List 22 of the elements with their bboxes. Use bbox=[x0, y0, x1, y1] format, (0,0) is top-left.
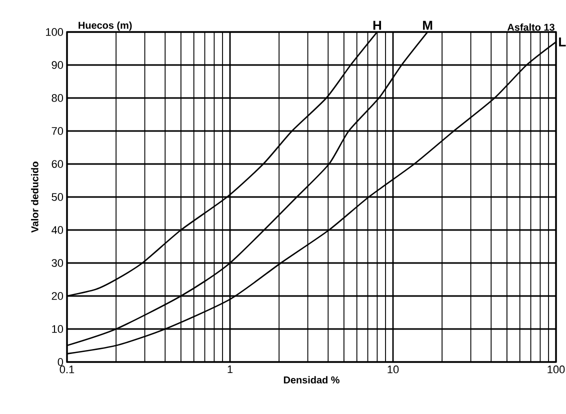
y-tick-label: 50 bbox=[52, 193, 64, 201]
chart-subtitle: Asfalto 13 bbox=[507, 23, 554, 31]
x-tick-label: 10 bbox=[388, 366, 399, 374]
y-tick-label: 80 bbox=[52, 94, 64, 102]
chart-title: Huecos (m) bbox=[78, 22, 132, 31]
y-tick-label: 40 bbox=[52, 226, 64, 234]
y-tick-label: 90 bbox=[52, 61, 64, 69]
y-tick-label: 100 bbox=[46, 28, 64, 36]
legend-label: M bbox=[423, 20, 432, 30]
y-tick-label: 30 bbox=[52, 259, 64, 267]
x-tick-label: 100 bbox=[548, 366, 565, 374]
legend-label: H bbox=[373, 20, 382, 30]
x-tick-label: 0.1 bbox=[60, 366, 74, 374]
y-tick-label: 10 bbox=[52, 325, 64, 333]
y-tick-label: 60 bbox=[52, 160, 64, 168]
x-axis-title: Densidad % bbox=[284, 376, 340, 384]
x-tick-label: 1 bbox=[228, 366, 233, 374]
y-tick-label: 0 bbox=[58, 358, 64, 366]
y-tick-label: 20 bbox=[52, 292, 64, 300]
y-tick-label: 70 bbox=[52, 127, 64, 135]
y-axis-title: Valor deducido bbox=[31, 162, 38, 233]
legend-label: L bbox=[559, 37, 566, 46]
